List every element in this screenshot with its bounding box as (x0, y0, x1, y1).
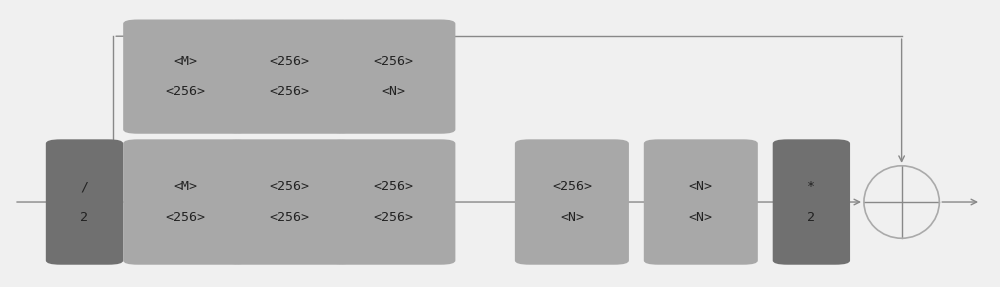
Text: <N>: <N> (560, 211, 584, 224)
FancyBboxPatch shape (331, 20, 455, 134)
Text: <256>: <256> (269, 86, 309, 98)
FancyBboxPatch shape (644, 139, 758, 265)
Text: 2: 2 (80, 211, 88, 224)
Text: <256>: <256> (373, 180, 413, 193)
Text: <N>: <N> (689, 211, 713, 224)
FancyBboxPatch shape (123, 20, 247, 134)
Text: <256>: <256> (165, 86, 205, 98)
Text: <M>: <M> (173, 55, 197, 68)
FancyBboxPatch shape (46, 139, 123, 265)
FancyBboxPatch shape (773, 139, 850, 265)
Text: 2: 2 (807, 211, 815, 224)
FancyBboxPatch shape (515, 139, 629, 265)
FancyBboxPatch shape (227, 139, 351, 265)
FancyBboxPatch shape (227, 20, 351, 134)
Text: <256>: <256> (269, 180, 309, 193)
Text: <N>: <N> (689, 180, 713, 193)
Text: *: * (807, 180, 815, 193)
Text: <256>: <256> (269, 55, 309, 68)
Text: <M>: <M> (173, 180, 197, 193)
Text: <256>: <256> (269, 211, 309, 224)
Text: <N>: <N> (381, 86, 405, 98)
FancyBboxPatch shape (123, 139, 247, 265)
Text: <256>: <256> (165, 211, 205, 224)
Text: <256>: <256> (373, 55, 413, 68)
Text: /: / (80, 180, 88, 193)
Text: <256>: <256> (552, 180, 592, 193)
Text: <256>: <256> (373, 211, 413, 224)
FancyBboxPatch shape (331, 139, 455, 265)
